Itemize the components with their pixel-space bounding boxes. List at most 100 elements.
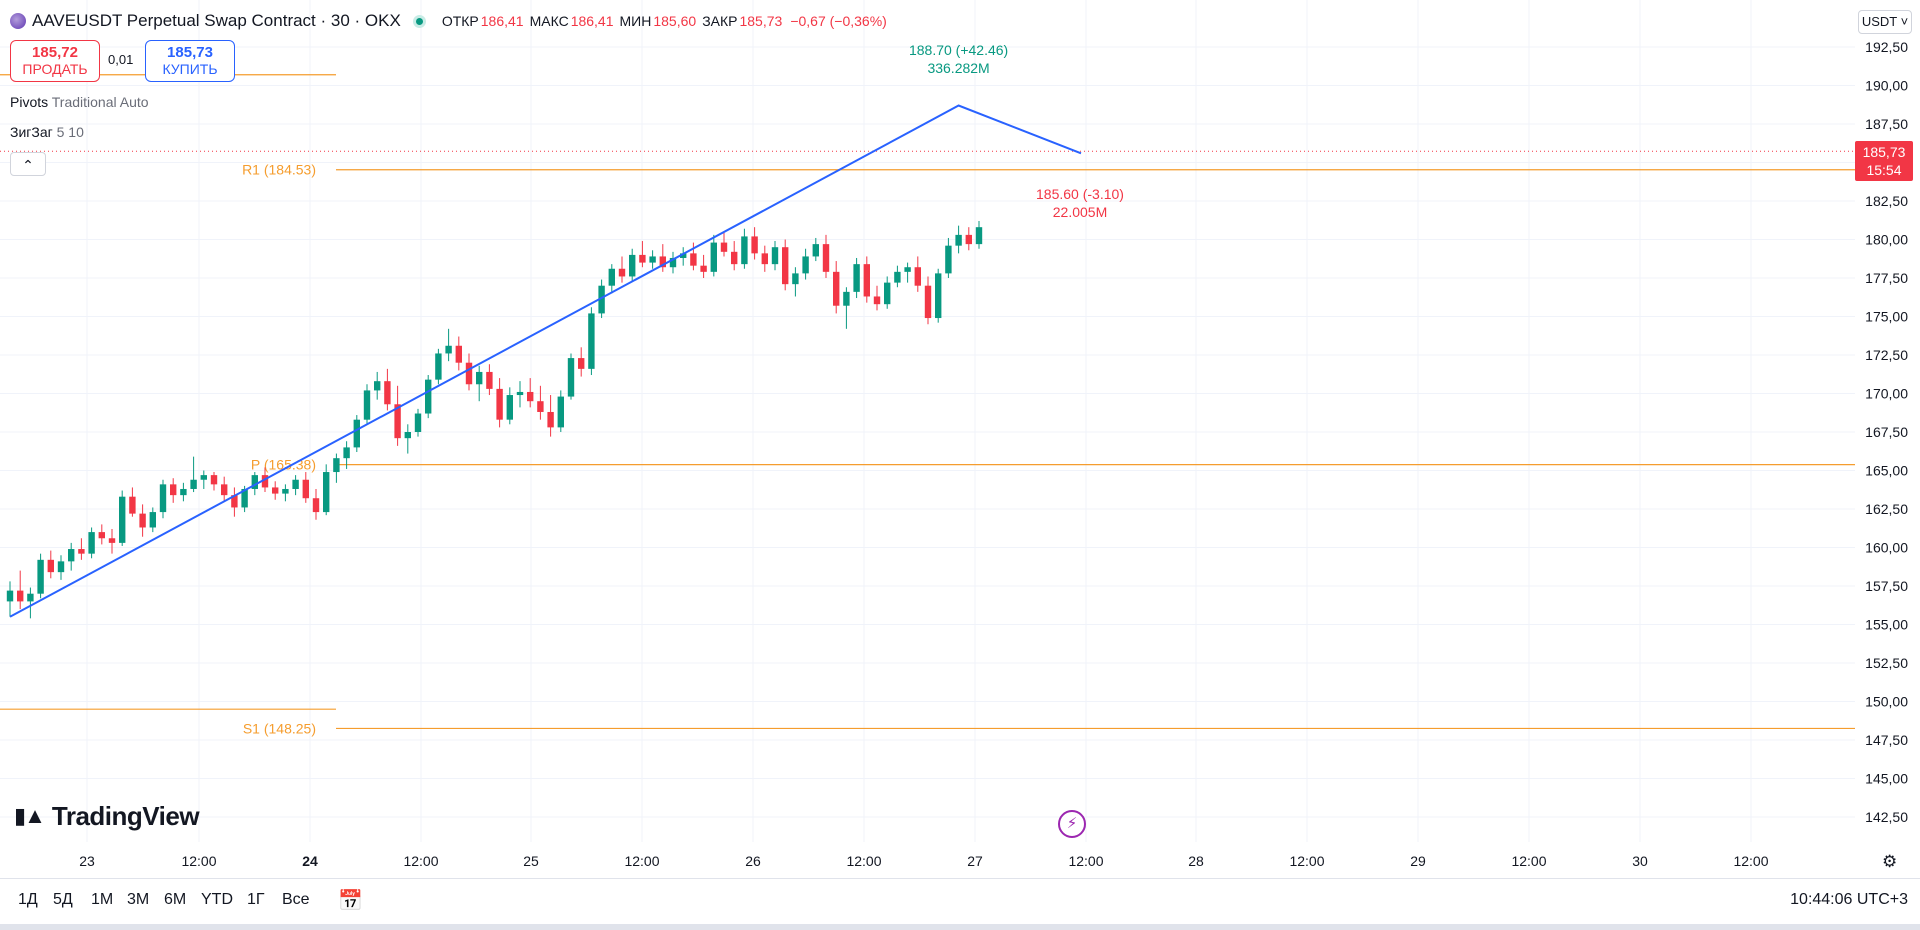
price-tick-label: 192,50: [1865, 39, 1908, 55]
range-1y-button[interactable]: 1Г: [247, 891, 265, 908]
chart-grid: [0, 0, 1855, 842]
candle-body: [312, 498, 320, 513]
candle-body: [343, 447, 350, 459]
calendar-icon[interactable]: 📅: [338, 890, 363, 912]
time-tick-label: 26: [745, 853, 761, 869]
time-axis-ticks: 23 12:00 24 12:00 25 12:00 26 12:00 27 12:00 28 12:…: [79, 853, 1769, 869]
candle-body: [47, 559, 54, 573]
candle-body: [465, 362, 473, 385]
price-tick-label: 162,50: [1865, 501, 1908, 517]
price-tick-label: 172,50: [1865, 347, 1908, 363]
time-tick-label: 28: [1188, 853, 1204, 869]
lightning-icon[interactable]: ⚡: [1058, 810, 1086, 838]
candle-body: [78, 549, 85, 554]
time-tick-label: 23: [79, 853, 95, 869]
candle-body: [720, 242, 728, 252]
candle-body: [567, 358, 575, 397]
range-all-button[interactable]: Все: [282, 891, 310, 908]
price-tick-label: 177,50: [1865, 270, 1908, 286]
price-tick-label: 167,50: [1865, 424, 1908, 440]
candle-body: [649, 256, 656, 263]
indicator-zigzag[interactable]: ЗигЗаг 5 10: [10, 124, 84, 140]
currency-select[interactable]: USDT ˅: [1858, 10, 1912, 34]
candle-body: [139, 513, 146, 528]
candle-body: [119, 496, 126, 543]
candle-body: [873, 296, 881, 305]
range-5d-button[interactable]: 5Д: [53, 891, 73, 908]
candle-body: [231, 495, 238, 508]
candle-body: [17, 590, 24, 602]
candle-body: [659, 256, 666, 268]
symbol-title[interactable]: AAVEUSDT Perpetual Swap Contract · 30 · …: [32, 11, 401, 30]
price-tick-label: 157,50: [1865, 578, 1908, 594]
market-open-icon: [412, 14, 426, 28]
candle-body: [802, 256, 809, 274]
candles: [6, 221, 983, 619]
zigzag-high-label: 188.70 (+42.46): [909, 42, 1008, 58]
candle-body: [333, 458, 340, 473]
candle-body: [761, 253, 768, 265]
candle-body: [425, 379, 432, 414]
range-3m-button[interactable]: 3М: [127, 891, 150, 908]
candle-body: [731, 251, 738, 265]
candle-body: [924, 285, 932, 319]
time-tick-label: 12:00: [1733, 853, 1768, 869]
spread-value: 0,01: [108, 52, 134, 67]
candle-body: [200, 475, 207, 480]
chevron-up-icon[interactable]: ⌃: [10, 152, 46, 176]
chevron-down-icon: ˅: [1900, 14, 1909, 29]
candle-body: [210, 475, 218, 485]
candle-body: [170, 484, 177, 496]
indicator-zigzag-args: 5 10: [56, 124, 84, 140]
candle-body: [68, 549, 75, 562]
price-tick-label: 150,00: [1865, 694, 1908, 710]
candle-body: [975, 227, 983, 245]
time-tick-label: 12:00: [403, 853, 438, 869]
candle-body: [812, 244, 819, 257]
sell-button[interactable]: 185,72 ПРОДАТЬ: [10, 40, 100, 82]
tradingview-logo[interactable]: ▮▲ TradingView: [14, 801, 200, 831]
candle-body: [629, 254, 636, 277]
time-tick-label: 12:00: [1289, 853, 1324, 869]
candle-body: [129, 496, 136, 514]
current-price-tag: 185,73 15:54: [1855, 141, 1913, 181]
pivot-lines: R1 (184.53)P (165.38)S1 (148.25): [0, 74, 1855, 736]
candle-body: [771, 247, 779, 265]
buy-button[interactable]: 185,73 КУПИТЬ: [145, 40, 235, 82]
candle-body: [894, 271, 901, 283]
symbol-logo-icon: [10, 13, 26, 29]
candle-body: [108, 538, 116, 543]
candle-body: [57, 561, 65, 573]
indicator-pivots[interactable]: Pivots Traditional Auto: [10, 94, 149, 110]
candle-body: [496, 388, 503, 420]
buy-label: КУПИТЬ: [162, 61, 218, 77]
candle-body: [680, 253, 687, 258]
time-tick-label: 12:00: [846, 853, 881, 869]
bottom-toolbar: 1Д 5Д 1М 3М 6М YTD 1Г Все 📅 10:44:06 UTC…: [0, 878, 1920, 924]
price-tick-label: 145,00: [1865, 771, 1908, 787]
range-ytd-button[interactable]: YTD: [201, 891, 233, 908]
time-tick-label: 12:00: [624, 853, 659, 869]
ohlc-open-value: 186,41: [480, 13, 524, 29]
gear-icon[interactable]: ⚙: [1882, 852, 1898, 871]
range-1m-button[interactable]: 1М: [91, 891, 114, 908]
candle-body: [374, 381, 381, 391]
candle-body: [700, 265, 707, 272]
range-6m-button[interactable]: 6М: [164, 891, 187, 908]
price-tick-label: 152,50: [1865, 655, 1908, 671]
candle-body: [27, 593, 34, 602]
current-price-value: 185,73: [1862, 144, 1906, 160]
candle-body: [88, 532, 95, 554]
clock[interactable]: 10:44:06 UTC+3: [1790, 891, 1908, 908]
candle-body: [527, 391, 534, 402]
sell-label: ПРОДАТЬ: [22, 61, 88, 77]
candle-body: [363, 390, 371, 420]
price-tick-label: 147,50: [1865, 732, 1908, 748]
pivot-label: S1 (148.25): [243, 720, 316, 736]
bar-countdown: 15:54: [1866, 162, 1902, 178]
candle-body: [853, 264, 860, 292]
candle-body: [476, 371, 483, 385]
range-1d-button[interactable]: 1Д: [18, 891, 38, 908]
price-tick-label: 142,50: [1865, 809, 1908, 825]
